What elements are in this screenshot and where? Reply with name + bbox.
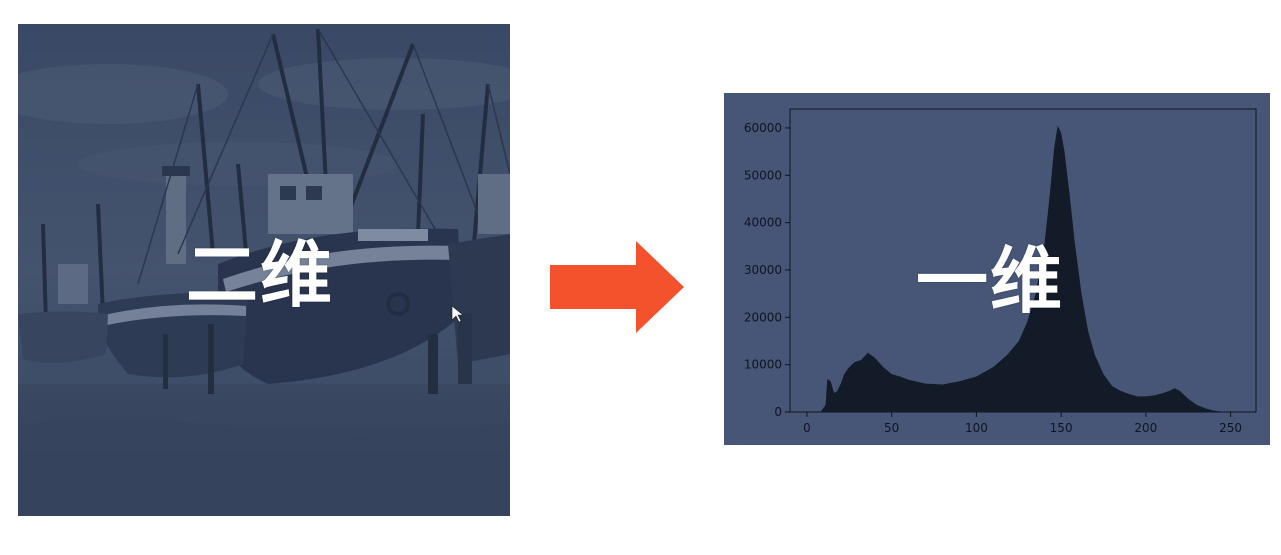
x-tick-label: 50 bbox=[884, 421, 899, 435]
x-tick-label: 0 bbox=[803, 421, 811, 435]
histogram-area bbox=[806, 125, 1240, 412]
x-tick-label: 200 bbox=[1134, 421, 1157, 435]
histogram-panel: 0 50 100 150 200 250 0 10000 20000 30000 40000 500… bbox=[724, 93, 1270, 445]
boat-photo bbox=[18, 24, 510, 516]
y-tick-label: 20000 bbox=[744, 310, 782, 324]
y-tick-label: 10000 bbox=[744, 358, 782, 372]
y-tick-label: 50000 bbox=[744, 168, 782, 182]
photo-panel: 二维 bbox=[18, 24, 510, 516]
y-tick-label: 60000 bbox=[744, 121, 782, 135]
mouse-cursor-icon bbox=[451, 305, 464, 323]
x-tick-label: 150 bbox=[1050, 421, 1073, 435]
x-tick-label: 100 bbox=[965, 421, 988, 435]
x-tick-label: 250 bbox=[1219, 421, 1242, 435]
label-2d: 二维 bbox=[186, 233, 335, 317]
arrow-right-icon bbox=[550, 241, 684, 333]
y-tick-label: 30000 bbox=[744, 263, 782, 277]
y-tick-label: 40000 bbox=[744, 216, 782, 230]
histogram-chart: 0 50 100 150 200 250 0 10000 20000 30000 40000 500… bbox=[744, 108, 1257, 435]
y-tick-label: 0 bbox=[774, 405, 782, 419]
label-1d: 一维 bbox=[916, 239, 1065, 323]
